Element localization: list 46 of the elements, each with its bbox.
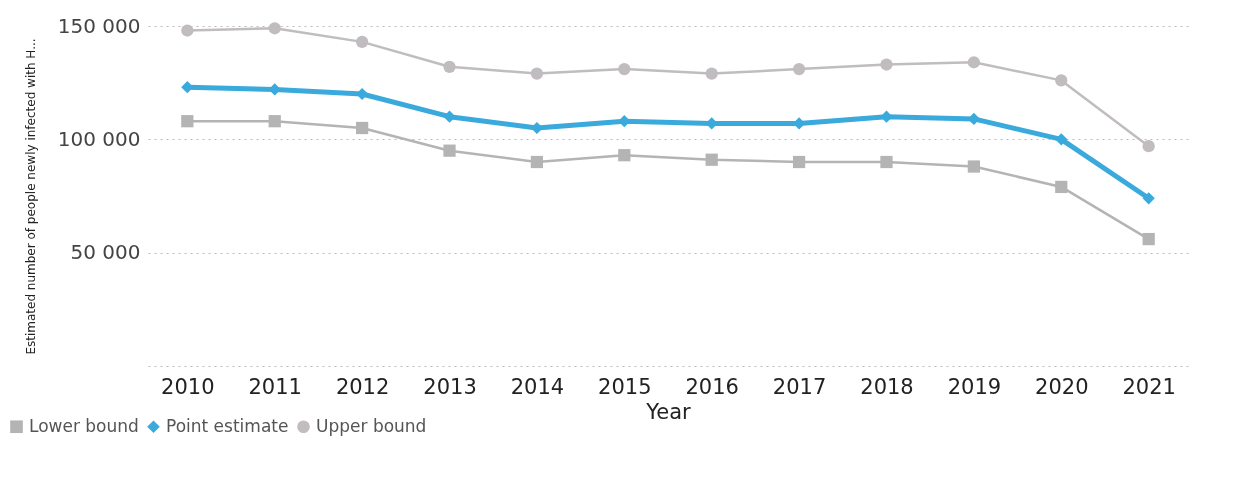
point [443,144,456,157]
legend-label: Point estimate [166,415,289,436]
x-tick-label: 2011 [248,374,302,399]
y-tick-label: 100 000 [57,126,141,151]
point [268,115,281,128]
x-tick-label: 2014 [510,374,565,399]
point [443,60,456,73]
point [1142,192,1155,205]
point [355,121,369,135]
point [792,62,806,76]
point [1142,140,1155,153]
legend-label: Upper bound [316,415,427,436]
y-tick-label: 150 000 [57,13,141,38]
point [530,155,544,169]
point [967,56,981,69]
point [705,153,718,166]
point [967,160,981,173]
x-tick-label: 2020 [1035,374,1089,399]
x-tick-label: 2019 [947,374,1002,399]
x-tick-label: 2018 [860,374,914,399]
x-tick-label: 2010 [161,374,215,399]
x-tick-label: 2016 [685,374,739,399]
point [618,149,631,162]
point [880,58,893,71]
point [181,24,194,37]
x-tick-label: 2015 [598,374,652,399]
x-tick-label: 2017 [772,374,827,399]
point [181,115,194,128]
x-tick-label: 2012 [335,374,390,399]
point [1055,74,1068,87]
point [1142,232,1155,246]
point [1055,133,1068,146]
point [618,62,631,76]
y-tick-label: 50 000 [70,240,141,265]
point [268,22,281,35]
point [880,155,893,169]
legend-label: Lower bound [29,415,139,436]
y-axis-title: Estimated number of people newly infected with H... [23,38,38,355]
x-tick-label: 2013 [423,374,477,399]
point [792,155,806,169]
point [530,67,544,80]
point [705,67,718,80]
x-axis-title: Year [645,399,692,424]
point [1055,180,1068,194]
point [355,35,369,48]
x-tick-label: 2021 [1122,374,1176,399]
